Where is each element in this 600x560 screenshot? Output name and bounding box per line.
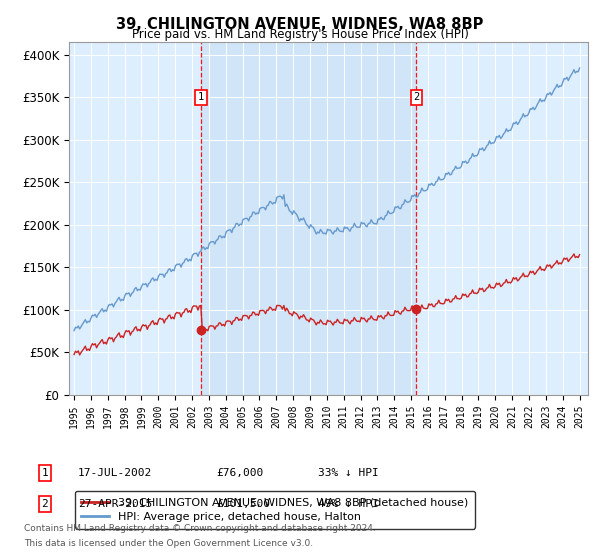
Text: 27-APR-2015: 27-APR-2015 <box>78 499 152 509</box>
Text: £76,000: £76,000 <box>216 468 263 478</box>
Text: 2: 2 <box>41 499 49 509</box>
Text: 2: 2 <box>413 92 419 102</box>
Text: 17-JUL-2002: 17-JUL-2002 <box>78 468 152 478</box>
Text: 39, CHILINGTON AVENUE, WIDNES, WA8 8BP: 39, CHILINGTON AVENUE, WIDNES, WA8 8BP <box>116 17 484 32</box>
Text: 49% ↓ HPI: 49% ↓ HPI <box>318 499 379 509</box>
Text: £101,500: £101,500 <box>216 499 270 509</box>
Text: Price paid vs. HM Land Registry's House Price Index (HPI): Price paid vs. HM Land Registry's House … <box>131 28 469 41</box>
Text: Contains HM Land Registry data © Crown copyright and database right 2024.: Contains HM Land Registry data © Crown c… <box>24 524 376 533</box>
Text: 33% ↓ HPI: 33% ↓ HPI <box>318 468 379 478</box>
Legend: 39, CHILINGTON AVENUE, WIDNES, WA8 8BP (detached house), HPI: Average price, det: 39, CHILINGTON AVENUE, WIDNES, WA8 8BP (… <box>74 491 475 529</box>
Bar <box>201 42 416 395</box>
Text: 1: 1 <box>198 92 204 102</box>
Text: 1: 1 <box>41 468 49 478</box>
Text: This data is licensed under the Open Government Licence v3.0.: This data is licensed under the Open Gov… <box>24 539 313 548</box>
